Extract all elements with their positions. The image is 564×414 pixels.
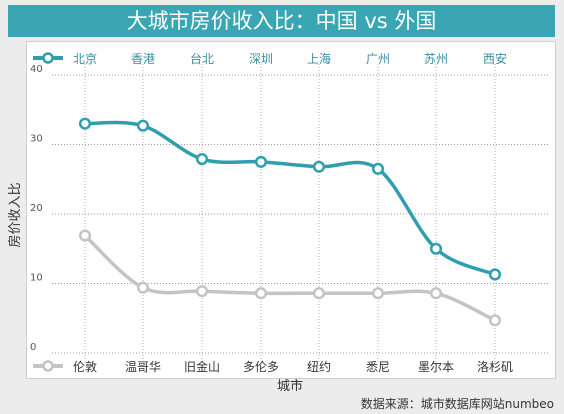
y-tick-label: 10 xyxy=(30,273,43,284)
data-point-china xyxy=(136,119,150,132)
category-label-foreign: 纽约 xyxy=(307,359,331,374)
data-point-foreign xyxy=(195,285,209,298)
chart-title: 大城市房价收入比：中国 vs 外国 xyxy=(8,5,555,37)
data-point-china xyxy=(488,268,502,281)
y-tick-label: 40 xyxy=(30,64,43,75)
category-label-china: 深圳 xyxy=(249,52,273,66)
data-point-foreign xyxy=(371,287,385,300)
y-tick-label: 0 xyxy=(30,342,36,353)
category-label-foreign: 洛杉矶 xyxy=(477,359,513,374)
category-label-china: 上海 xyxy=(307,51,331,66)
data-point-foreign xyxy=(136,281,150,294)
category-label-china: 西安 xyxy=(483,51,507,66)
category-label-foreign: 多伦多 xyxy=(243,359,279,374)
data-point-china xyxy=(254,155,268,168)
category-label-foreign: 墨尔本 xyxy=(418,359,454,374)
source-note: 数据来源：城市数据库网站numbeo xyxy=(360,397,554,411)
data-point-china xyxy=(195,153,209,166)
data-point-foreign xyxy=(429,287,443,300)
category-label-china: 北京 xyxy=(73,52,97,66)
legend-marker-foreign xyxy=(42,360,54,372)
x-axis-label: 城市 xyxy=(277,378,303,394)
category-label-foreign: 悉尼 xyxy=(366,360,390,374)
plot-frame xyxy=(26,41,556,379)
y-axis-label: 房价收入比 xyxy=(7,182,23,247)
legend-marker-china xyxy=(42,52,54,64)
category-label-china: 香港 xyxy=(131,52,155,66)
y-tick-label: 20 xyxy=(30,203,43,214)
category-label-foreign: 伦敦 xyxy=(73,359,97,374)
data-point-foreign xyxy=(78,229,92,242)
category-label-foreign: 温哥华 xyxy=(125,360,161,374)
data-point-foreign xyxy=(312,287,326,300)
category-label-china: 广州 xyxy=(366,52,390,66)
category-label-foreign: 旧金山 xyxy=(184,359,220,374)
data-point-china xyxy=(312,160,326,173)
data-point-china xyxy=(78,117,92,130)
data-point-foreign xyxy=(254,287,268,300)
y-tick-label: 30 xyxy=(30,134,43,145)
data-point-china xyxy=(371,162,385,175)
category-label-china: 苏州 xyxy=(424,52,448,66)
category-label-china: 台北 xyxy=(190,51,214,66)
data-point-china xyxy=(429,242,443,255)
data-point-foreign xyxy=(488,314,502,327)
